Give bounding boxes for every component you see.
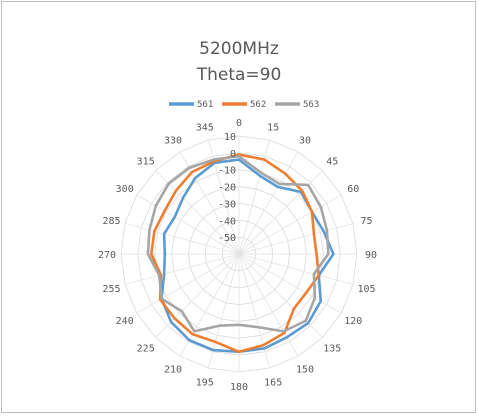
angle-label: 90 [365,250,377,261]
grid-spoke [136,253,240,314]
angle-label: 165 [264,378,282,389]
grid-spoke [238,253,354,285]
series-line-563 [146,154,330,333]
angle-label: 315 [137,157,155,168]
radial-tick-label: -30 [218,199,236,210]
angle-label: 225 [137,343,155,354]
grid-spoke [155,253,240,338]
grid-spoke [136,194,240,255]
angle-label: 60 [347,184,359,195]
series-lines [146,153,335,354]
angle-label: 135 [323,343,341,354]
chart-subtitle: Theta=90 [196,65,282,85]
legend: 561 562 563 [169,100,319,110]
angle-label: 285 [102,216,120,227]
legend-label-562: 562 [250,100,266,110]
chart-title: 5200MHz [199,39,279,59]
polar-grid [120,135,358,373]
radial-labels: 10 0 -10 -20 -30 -40 -50 [218,132,236,244]
angle-label: 0 [236,118,242,129]
radial-tick-label: -50 [218,233,236,244]
radial-tick-label: -20 [218,183,236,194]
grid-spoke [238,253,299,357]
radial-tick-label: -10 [218,166,236,177]
angle-label: 255 [102,284,120,295]
series-line-562 [150,153,321,354]
angle-labels: 0 15 30 45 60 75 90 105 120 135 150 165 180 195 210 225… [98,118,377,393]
grid-spoke [238,253,323,338]
angle-label: 15 [267,123,279,134]
grid-spoke [238,253,342,314]
angle-label: 240 [116,316,134,327]
series-line-561 [160,158,335,354]
angle-label: 120 [344,316,362,327]
angle-label: 195 [196,378,214,389]
radial-tick-label: -40 [218,216,236,227]
grid-spoke [238,194,342,255]
grid-spoke [238,151,299,255]
grid-spoke [124,253,240,285]
angle-label: 30 [299,136,311,147]
legend-label-561: 561 [197,100,213,110]
angle-label: 45 [326,157,338,168]
grid-spoke [238,223,354,255]
angle-label: 105 [357,284,375,295]
radial-tick-label: 10 [224,132,236,143]
angle-label: 210 [164,364,182,375]
angle-label: 330 [164,136,182,147]
angle-label: 150 [296,364,314,375]
angle-label: 300 [116,184,134,195]
radial-tick-label: 0 [230,149,236,160]
angle-label: 75 [360,216,372,227]
angle-label: 180 [230,382,248,393]
angle-label: 345 [196,123,214,134]
legend-label-563: 563 [303,100,319,110]
grid-spoke [124,223,240,255]
angle-label: 270 [98,250,116,261]
